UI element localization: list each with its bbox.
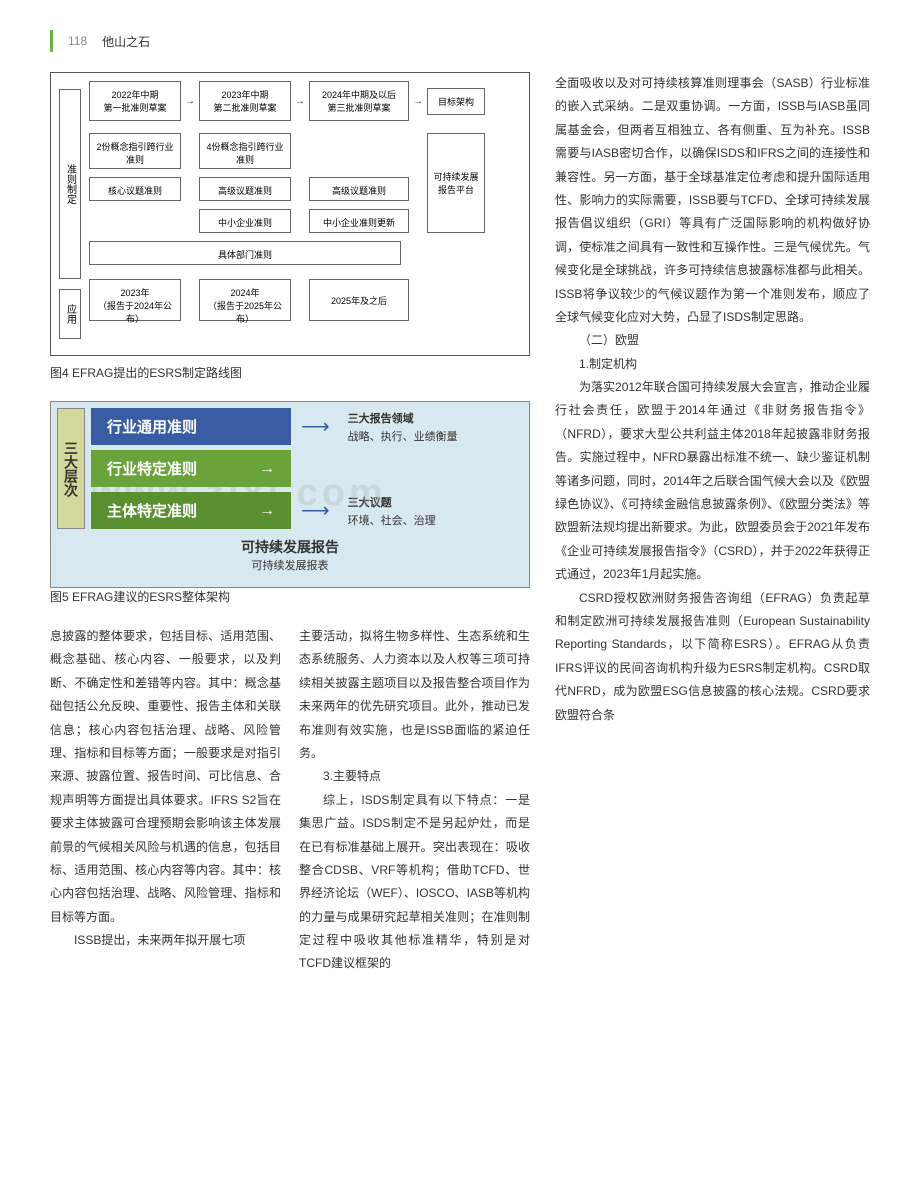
arrow-icon: ⟶	[291, 498, 340, 523]
fig5-right-title: 三大报告领域	[348, 410, 490, 426]
text-col-2: 主要活动，拟将生物多样性、生态系统和生态系统服务、人力资本以及人权等三项可持续相…	[299, 625, 530, 976]
fig4-side-label-2: 应用	[59, 289, 81, 339]
fig4-grid-box: 核心议题准则	[89, 177, 181, 201]
body-text-heading: 3.主要特点	[299, 765, 530, 788]
fig5-bar-1: 行业通用准则	[91, 408, 291, 445]
figure-4: 准则制定 应用 2022年中期 第一批准则草案 → 2023年中期 第二批准则草…	[50, 72, 530, 356]
body-text: 综上，ISDS制定具有以下特点：一是集思广益。ISDS制定不是另起炉灶，而是在已…	[299, 789, 530, 976]
body-text-heading: 1.制定机构	[555, 353, 870, 376]
fig5-bar-text: 主体特定准则	[107, 500, 197, 521]
fig5-right-sub: 战略、执行、业绩衡量	[348, 428, 490, 444]
fig4-bottom-box: 2023年 （报告于2024年公布）	[89, 279, 181, 321]
left-column: 准则制定 应用 2022年中期 第一批准则草案 → 2023年中期 第二批准则草…	[50, 72, 530, 976]
body-text: 主要活动，拟将生物多样性、生态系统和生态系统服务、人力资本以及人权等三项可持续相…	[299, 625, 530, 765]
body-text: 息披露的整体要求，包括目标、适用范围、概念基础、核心内容、一般要求，以及判断、不…	[50, 625, 281, 929]
arrow-icon: →	[413, 96, 423, 107]
fig5-bottom: 可持续发展报告 可持续发展报表	[57, 529, 523, 581]
fig5-bar-2: 行业特定准则 →	[91, 450, 291, 487]
fig4-bottom-box: 2025年及之后	[309, 279, 409, 321]
figure5-caption: 图5 EFRAG建议的ESRS整体架构	[50, 588, 530, 605]
body-text: 为落实2012年联合国可持续发展大会宣言，推动企业履行社会责任，欧盟于2014年…	[555, 376, 870, 587]
fig4-bottom-box: 2024年 （报告于2025年公布）	[199, 279, 291, 321]
body-text-heading: （二）欧盟	[555, 329, 870, 352]
figure4-caption: 图4 EFRAG提出的ESRS制定路线图	[50, 364, 530, 381]
arrow-icon: →	[259, 502, 275, 520]
body-text: CSRD授权欧洲财务报告咨询组（EFRAG）负责起草和制定欧洲可持续发展报告准则…	[555, 587, 870, 727]
fig5-bottom-sub: 可持续发展报表	[65, 557, 515, 573]
fig5-bar-3: 主体特定准则 →	[91, 492, 291, 529]
body-text: ISSB提出，未来两年拟开展七项	[50, 929, 281, 952]
fig4-right-box: 可持续发展报告平台	[427, 133, 485, 233]
page-header: 118 他山之石	[50, 30, 870, 52]
section-title: 他山之石	[102, 33, 150, 50]
fig5-left-label: 三大层次	[57, 408, 85, 529]
page-number: 118	[68, 34, 87, 48]
header-accent-bar	[50, 30, 53, 52]
right-column: 全面吸收以及对可持续核算准则理事会（SASB）行业标准的嵌入式采纳。二是双重协调…	[555, 72, 870, 976]
fig4-grid-box: 高级议题准则	[199, 177, 291, 201]
body-text: 全面吸收以及对可持续核算准则理事会（SASB）行业标准的嵌入式采纳。二是双重协调…	[555, 72, 870, 329]
arrow-icon: →	[295, 96, 305, 107]
arrow-icon: ⟶	[291, 414, 340, 439]
fig4-grid-box: 中小企业准则	[199, 209, 291, 233]
page-container: 118 他山之石 准则制定 应用 2022年中期 第一批准则草案 →	[0, 0, 920, 1006]
fig4-grid-box: 2份概念指引跨行业准则	[89, 133, 181, 169]
figure-5: www.zixi.com 三大层次 行业通用准则 ⟶ 三大报告领域	[50, 401, 530, 588]
fig4-top-box: 2023年中期 第二批准则草案	[199, 81, 291, 121]
fig4-side-label-1: 准则制定	[59, 89, 81, 279]
arrow-icon: →	[185, 96, 195, 107]
fig4-grid-box: 4份概念指引跨行业准则	[199, 133, 291, 169]
fig4-grid-box: 中小企业准则更新	[309, 209, 409, 233]
fig4-top-box: 2022年中期 第一批准则草案	[89, 81, 181, 121]
fig5-right-sub: 环境、社会、治理	[348, 512, 490, 528]
arrow-icon: →	[259, 460, 275, 478]
fig5-bottom-title: 可持续发展报告	[65, 537, 515, 557]
left-text-columns: 息披露的整体要求，包括目标、适用范围、概念基础、核心内容、一般要求，以及判断、不…	[50, 625, 530, 976]
fig5-bar-text: 行业特定准则	[107, 458, 197, 479]
fig4-top-box: 目标架构	[427, 88, 485, 115]
text-col-1: 息披露的整体要求，包括目标、适用范围、概念基础、核心内容、一般要求，以及判断、不…	[50, 625, 281, 976]
fig4-top-box: 2024年中期及以后 第三批准则草案	[309, 81, 409, 121]
fig4-wide-box: 具体部门准则	[89, 241, 401, 265]
fig5-right-title: 三大议题	[348, 494, 490, 510]
fig4-grid-box: 高级议题准则	[309, 177, 409, 201]
fig5-bar-text: 行业通用准则	[107, 416, 197, 437]
content-wrapper: 准则制定 应用 2022年中期 第一批准则草案 → 2023年中期 第二批准则草…	[50, 72, 870, 976]
